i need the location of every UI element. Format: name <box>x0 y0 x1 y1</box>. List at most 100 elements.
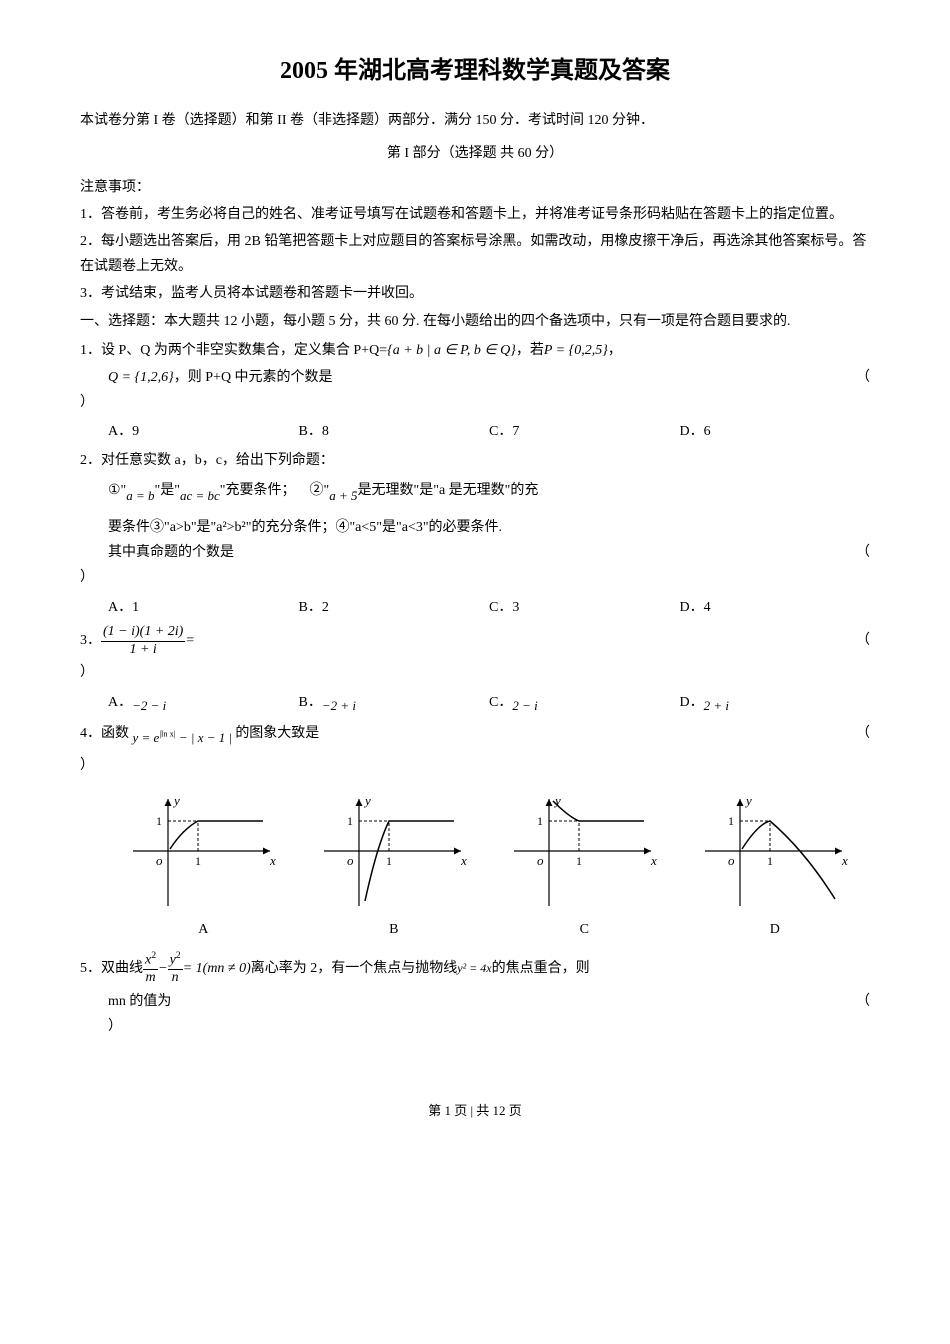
graph-d: xyo11 D <box>700 791 850 942</box>
graph-b: x y o 1 1 B <box>319 791 469 942</box>
q2-line3: 要条件③"a>b"是"a²>b²"的充分条件；④"a<5"是"a<3"的必要条件… <box>80 515 870 540</box>
svg-text:o: o <box>156 853 163 868</box>
q3-paren-close-line: ） <box>80 660 870 685</box>
q5-eq: = 1(mn ≠ 0) <box>183 956 251 981</box>
graph-a-svg: x y o 1 1 <box>128 791 278 911</box>
q2-l4: 其中真命题的个数是 <box>108 545 234 560</box>
notes-header: 注意事项： <box>80 175 870 200</box>
q2-option-d: D．4 <box>680 595 871 620</box>
q1-set1: {a + b | a ∈ P, b ∈ Q} <box>387 343 516 358</box>
graph-d-label: D <box>700 917 850 942</box>
q3-options: A．−2 − i B．−2 + i C．2 − i D．2 + i <box>80 690 870 717</box>
q5-paren-close-line: ） <box>80 1014 870 1039</box>
graph-c-svg: xyo11 <box>509 791 659 911</box>
q1-paren-close-line: ） <box>80 390 870 415</box>
svg-text:1: 1 <box>195 854 201 868</box>
svg-text:x: x <box>841 853 848 868</box>
svg-text:1: 1 <box>576 854 582 868</box>
graph-c: xyo11 C <box>509 791 659 942</box>
graph-a-label: A <box>128 917 278 942</box>
question-3: 3． (1 − i)(1 + 2i) 1 + i = （ <box>80 624 870 659</box>
q3-paren-close: ） <box>80 665 94 680</box>
q3-option-c: C．2 − i <box>489 690 680 717</box>
q2-c2m: a + 5 <box>329 484 357 507</box>
q1-paren-close: ） <box>80 395 94 410</box>
q1-options: A．9 B．8 C．7 D．6 <box>80 419 870 444</box>
graph-d-svg: xyo11 <box>700 791 850 911</box>
page-title: 2005 年湖北高考理科数学真题及答案 <box>80 50 870 93</box>
q5-frac1: x2 m <box>143 950 158 987</box>
q2-paren-open: （ <box>856 540 870 565</box>
q5-mid: 离心率为 2，有一个焦点与抛物线 <box>251 956 458 981</box>
question-2: 2．对任意实数 a，b，c，给出下列命题： <box>80 448 870 473</box>
q5-suffix: 的焦点重合，则 <box>492 956 590 981</box>
svg-text:o: o <box>347 853 354 868</box>
q2-circ1-mid: "是" <box>155 483 180 498</box>
q1-option-a: A．9 <box>108 419 299 444</box>
intro-text: 本试卷分第 I 卷（选择题）和第 II 卷（非选择题）两部分．满分 150 分．… <box>80 108 870 133</box>
q2-c1m2: ac = bc <box>180 484 220 507</box>
q2-option-c: C．3 <box>489 595 680 620</box>
svg-text:1: 1 <box>386 854 392 868</box>
q2-circs: ①"a = b"是"ac = bc"充要条件； ②"a + 5是无理数"是"a … <box>80 478 870 507</box>
q1-suffix: ，则 P+Q 中元素的个数是 <box>174 370 333 385</box>
q3-option-d: D．2 + i <box>680 690 871 717</box>
q2-circ1-suffix: "充要条件； <box>220 483 296 498</box>
q2-paren-close: ） <box>80 570 94 585</box>
svg-text:1: 1 <box>347 814 353 828</box>
q2-c1m1: a = b <box>126 484 154 507</box>
svg-text:x: x <box>460 853 467 868</box>
q5-paren-close: ） <box>108 1019 122 1034</box>
note-1: 1．答卷前，考生务必将自己的姓名、准考证号填写在试题卷和答题卡上，并将准考证号条… <box>80 202 870 227</box>
q1-line2: Q = {1,2,6}，则 P+Q 中元素的个数是 （ <box>80 365 870 390</box>
graph-b-svg: x y o 1 1 <box>319 791 469 911</box>
q1-option-c: C．7 <box>489 419 680 444</box>
q5-minus: − <box>158 956 167 981</box>
q3-fraction: (1 − i)(1 + 2i) 1 + i <box>101 624 185 659</box>
part1-title: 第 I 部分（选择题 共 60 分） <box>80 141 870 166</box>
section1-header: 一、选择题：本大题共 12 小题，每小题 5 分，共 60 分. 在每小题给出的… <box>80 309 870 334</box>
q1-prefix: 1．设 P、Q 为两个非空实数集合，定义集合 P+Q= <box>80 343 387 358</box>
svg-text:1: 1 <box>537 814 543 828</box>
q4-paren-open: （ <box>856 721 870 746</box>
q4-func: y = e|ln x| − | x − 1 | <box>133 730 236 745</box>
question-1: 1．设 P、Q 为两个非空实数集合，定义集合 P+Q={a + b | a ∈ … <box>80 338 870 363</box>
svg-text:y: y <box>744 793 752 808</box>
q2-option-b: B．2 <box>299 595 490 620</box>
question-4: 4．函数 y = e|ln x| − | x − 1 | 的图象大致是 （ <box>80 721 870 749</box>
svg-text:1: 1 <box>156 814 162 828</box>
q1-mid: ，若 <box>516 343 544 358</box>
note-2: 2．每小题选出答案后，用 2B 铅笔把答题卡上对应题目的答案标号涂黑。如需改动，… <box>80 229 870 279</box>
q1-option-b: B．8 <box>299 419 490 444</box>
page-footer: 第 1 页 | 共 12 页 <box>80 1099 870 1122</box>
q1-set2: P = {0,2,5} <box>544 343 608 358</box>
q2-options: A．1 B．2 C．3 D．4 <box>80 595 870 620</box>
svg-text:o: o <box>537 853 544 868</box>
q4-suffix: 的图象大致是 <box>235 726 319 741</box>
q3-option-a: A．−2 − i <box>108 690 299 717</box>
svg-text:y: y <box>363 793 371 808</box>
graph-b-label: B <box>319 917 469 942</box>
note-3: 3．考试结束，监考人员将本试题卷和答题卡一并收回。 <box>80 281 870 306</box>
graph-c-label: C <box>509 917 659 942</box>
q5-line2: mn 的值为 （ <box>80 989 870 1014</box>
q4-paren-close: ） <box>80 758 94 773</box>
q1-comma: ， <box>608 343 622 358</box>
q3-paren-open: （ <box>856 628 870 653</box>
q2-circ1-prefix: ①" <box>108 483 126 498</box>
svg-text:y: y <box>172 793 180 808</box>
q4-prefix: 4．函数 <box>80 726 129 741</box>
q5-parabola: y² = 4x <box>457 958 491 980</box>
q2-paren-close-line: ） <box>80 565 870 590</box>
question-5: 5．双曲线 x2 m − y2 n = 1(mn ≠ 0) 离心率为 2，有一个… <box>80 950 870 987</box>
q2-circ2-prefix: ②" <box>310 483 330 498</box>
graph-a: x y o 1 1 A <box>128 791 278 942</box>
svg-text:1: 1 <box>767 854 773 868</box>
q3-num: (1 − i)(1 + 2i) <box>101 624 185 642</box>
svg-text:1: 1 <box>728 814 734 828</box>
q1-option-d: D．6 <box>680 419 871 444</box>
q2-line4: 其中真命题的个数是 （ <box>80 540 870 565</box>
svg-text:x: x <box>650 853 657 868</box>
svg-text:x: x <box>269 853 276 868</box>
q5-frac2: y2 n <box>168 950 183 987</box>
